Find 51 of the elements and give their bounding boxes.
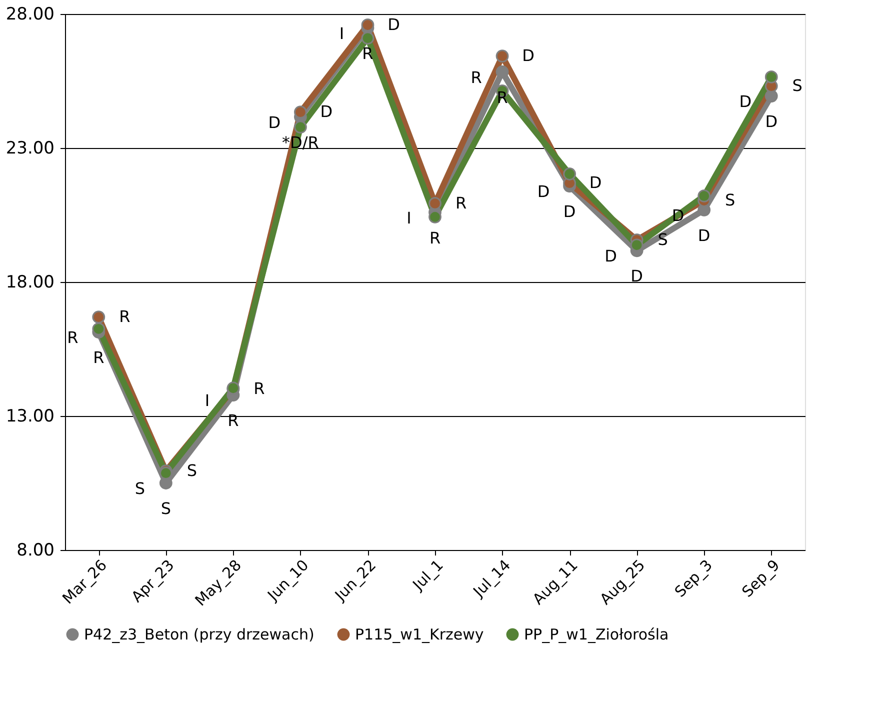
annotation: D xyxy=(739,92,752,112)
point xyxy=(764,70,778,84)
annotation: I xyxy=(339,24,344,43)
annotation: D xyxy=(388,14,400,34)
point xyxy=(361,18,374,32)
y-tick-label: 23.00 xyxy=(6,138,54,158)
annotation: R xyxy=(93,348,104,368)
point xyxy=(698,190,711,202)
point xyxy=(361,32,374,45)
annotation: S xyxy=(658,230,668,249)
annotation: S xyxy=(134,479,145,498)
point xyxy=(92,310,106,324)
y-tick-label: 13.00 xyxy=(6,406,54,426)
annotation: D xyxy=(268,112,281,132)
point xyxy=(428,210,442,224)
legend-label: P115_w1_Krzewy xyxy=(355,626,484,644)
y-tick-label: 28.00 xyxy=(6,4,54,24)
annotation: R xyxy=(67,328,78,348)
annotation: R xyxy=(455,193,467,212)
annotation: S xyxy=(725,190,736,210)
annotation: D xyxy=(522,46,534,66)
annotation: D xyxy=(537,182,550,202)
point xyxy=(159,466,172,480)
annotation: I xyxy=(204,391,210,410)
point xyxy=(428,197,442,210)
annotation: S xyxy=(792,76,802,96)
annotation: D xyxy=(630,266,643,286)
annotation: D xyxy=(604,246,617,266)
annotation: D xyxy=(589,173,602,192)
y-tick-label: 8.00 xyxy=(16,540,54,560)
point xyxy=(92,322,106,336)
point xyxy=(294,120,307,134)
point xyxy=(294,106,307,119)
annotation: S xyxy=(186,460,197,480)
annotation: D xyxy=(320,102,333,122)
point xyxy=(496,65,509,78)
annotation: R xyxy=(429,228,441,248)
point xyxy=(630,238,644,252)
annotation: D xyxy=(563,202,576,222)
y-tick-label: 18.00 xyxy=(6,272,54,292)
annotation: R xyxy=(254,379,265,398)
point xyxy=(563,168,576,180)
annotation: R xyxy=(119,307,130,326)
annotation: I xyxy=(406,208,412,228)
point xyxy=(496,50,509,63)
legend-label: PP_P_w1_Ziołorośla xyxy=(524,626,669,644)
annotation: S xyxy=(160,499,171,518)
annotation: D xyxy=(698,226,710,245)
legend-label: P42_z3_Beton (przy drzewach) xyxy=(84,626,314,644)
annotation: D xyxy=(765,112,778,132)
annotation: R xyxy=(470,68,482,87)
